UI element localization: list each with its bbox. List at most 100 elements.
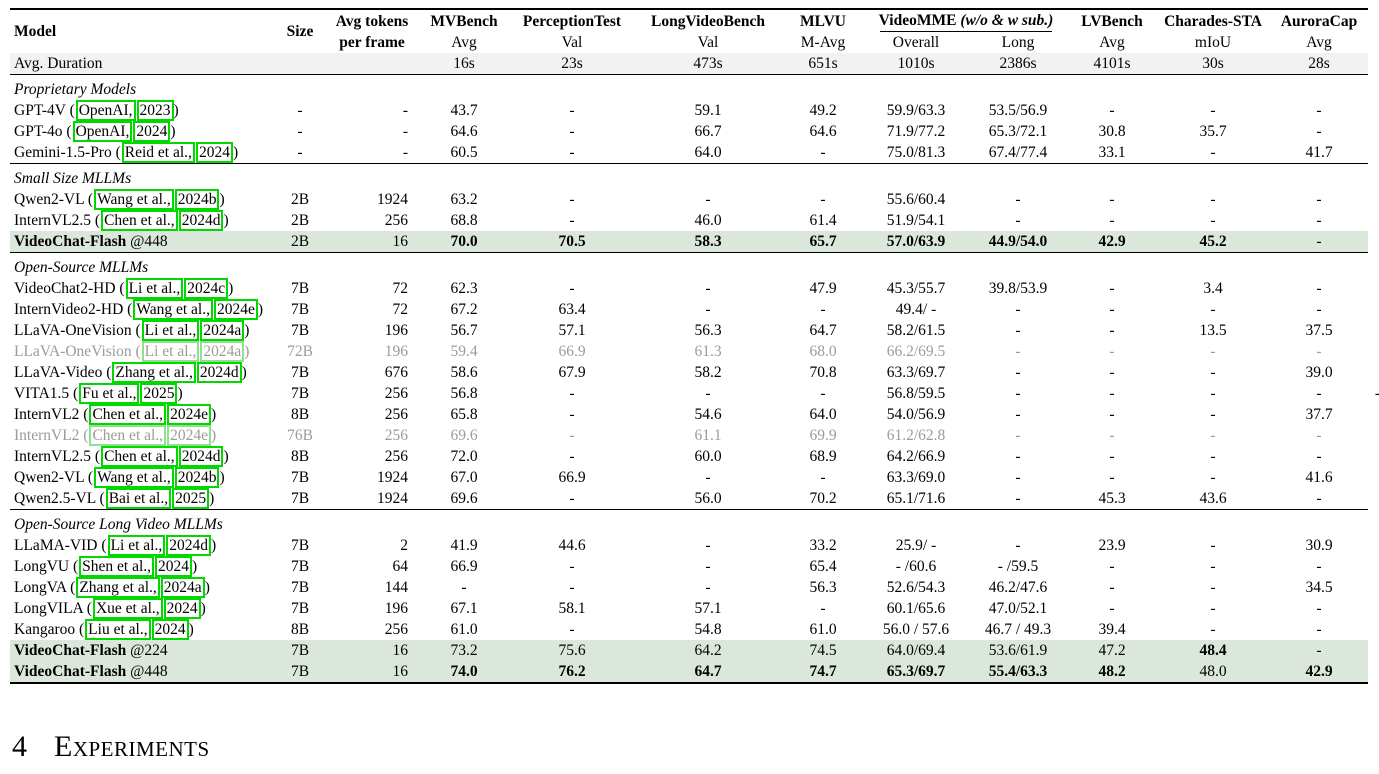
- model-name: InternVideo2-HD: [14, 301, 124, 318]
- model-row: Qwen2.5-VL (Bai et al., 2025) 7B 1924 69.6 - 5…: [10, 488, 1368, 510]
- value-cell: -: [1109, 406, 1115, 423]
- citation-authors-link[interactable]: Bai et al.,: [105, 488, 172, 509]
- model-row: LLaMA-VID (Li et al., 2024d) 7B 2 41.9 44.6 - 3…: [10, 535, 1368, 556]
- citation-authors-link[interactable]: Zhang et al.,: [76, 577, 160, 598]
- value-cell: 196: [384, 322, 408, 339]
- citation-authors-link[interactable]: Xue et al.,: [92, 598, 163, 619]
- model-cell: Qwen2-VL (Wang et al., 2024b): [14, 189, 225, 210]
- citation-authors-link[interactable]: Li et al.,: [125, 278, 184, 299]
- citation-year-link[interactable]: 2024e: [167, 404, 211, 425]
- citation-year-link[interactable]: 2024: [133, 121, 171, 142]
- citation-authors-link[interactable]: OpenAI,: [75, 100, 136, 121]
- citation-year-link[interactable]: 2024a: [200, 320, 245, 341]
- citation-authors-link[interactable]: Li et al.,: [141, 341, 200, 362]
- citation-authors-link[interactable]: OpenAI,: [72, 121, 133, 142]
- value-cell: 56.3: [694, 322, 722, 339]
- value-cell: 41.7: [1305, 144, 1333, 161]
- value-cell: 47.2: [1068, 640, 1157, 661]
- value-cell: -: [1015, 448, 1021, 465]
- citation-authors-link[interactable]: Zhang et al.,: [112, 362, 196, 383]
- section-row: Open-Source MLLMs: [10, 252, 1369, 278]
- value-cell: -: [402, 123, 408, 140]
- value-cell: -: [1316, 427, 1322, 444]
- value-cell: 44.9/54.0: [968, 231, 1069, 253]
- value-cell: -: [1210, 144, 1216, 161]
- citation-authors-link[interactable]: Fu et al.,: [79, 383, 140, 404]
- value-cell: 7B: [290, 558, 310, 575]
- value-cell: -: [1210, 469, 1216, 486]
- model-name: Qwen2.5-VL: [14, 490, 96, 507]
- citation-year-link[interactable]: 2024d: [178, 446, 224, 467]
- avg-duration-label: Avg. Duration: [10, 53, 418, 75]
- citation-year-link[interactable]: 2024e: [213, 299, 258, 320]
- model-name: VITA1.5: [14, 385, 70, 402]
- model-name: InternVL2.5: [14, 448, 92, 465]
- model-row: InternVL2 (Chen et al., 2024e) 8B 256 65.8 - 5…: [10, 404, 1368, 425]
- citation-authors-link[interactable]: Chen et al.,: [89, 404, 167, 425]
- model-cell: LLaVA-OneVision (Li et al., 2024a): [14, 341, 250, 362]
- citation-year-link[interactable]: 2024: [195, 142, 233, 163]
- citation-authors-link[interactable]: Wang et al.,: [94, 467, 174, 488]
- value-cell: 2B: [290, 191, 310, 208]
- avg-duration-value: 28s: [1270, 53, 1369, 75]
- citation-authors-link[interactable]: Wang et al.,: [133, 299, 213, 320]
- citation-year-link[interactable]: 2024a: [160, 577, 205, 598]
- value-cell: 44.6: [558, 537, 586, 554]
- avg-duration-value: 23s: [510, 53, 634, 75]
- citation-year-link[interactable]: 2024b: [174, 189, 220, 210]
- citation-year-link[interactable]: 2024d: [196, 362, 242, 383]
- value-cell: -: [1109, 280, 1115, 297]
- value-cell: 61.1: [694, 427, 722, 444]
- model-cell: VideoChat-Flash @448: [10, 231, 274, 253]
- citation-authors-link[interactable]: Liu et al.,: [85, 619, 151, 640]
- citation-year-link[interactable]: 2025: [140, 383, 178, 404]
- value-cell: 39.4: [1098, 621, 1126, 638]
- col-subheader-videomme-overall: Overall: [892, 34, 940, 51]
- citation-authors-link[interactable]: Chen et al.,: [101, 210, 178, 231]
- value-cell: 64.6: [450, 123, 478, 140]
- value-cell: 74.0: [418, 661, 510, 683]
- citation-authors-link[interactable]: Shen et al.,: [79, 556, 155, 577]
- value-cell: -: [297, 123, 303, 140]
- value-cell: 256: [384, 448, 408, 465]
- citation-authors-link[interactable]: Li et al.,: [141, 320, 200, 341]
- citation-year-link[interactable]: 2023: [136, 100, 174, 121]
- value-cell: -: [1316, 621, 1322, 638]
- value-cell: 70.5: [510, 231, 634, 253]
- citation-authors-link[interactable]: Wang et al.,: [94, 189, 174, 210]
- citation-year-link[interactable]: 2025: [172, 488, 210, 509]
- value-cell: 55.6/60.4: [886, 191, 946, 208]
- citation-authors-link[interactable]: Reid et al.,: [121, 142, 195, 163]
- col-subheader-perceptiontest: Val: [561, 34, 583, 51]
- value-cell: 45.3: [1098, 490, 1126, 507]
- model-row: LongVU (Shen et al., 2024) 7B 64 66.9 - - 65.4 -…: [10, 556, 1368, 577]
- citation-authors-link[interactable]: Chen et al.,: [101, 446, 178, 467]
- model-row: Qwen2-VL (Wang et al., 2024b) 2B 1924 63.2 - -…: [10, 189, 1368, 210]
- value-cell: 39.8/53.9: [988, 280, 1048, 297]
- value-cell: 72B: [287, 343, 313, 360]
- citation-year-link[interactable]: 2024b: [174, 467, 220, 488]
- citation-year-link[interactable]: 2024: [163, 598, 201, 619]
- citation-authors-link[interactable]: Chen et al.,: [89, 425, 167, 446]
- value-cell: -: [1015, 191, 1021, 208]
- citation-year-link[interactable]: 2024a: [200, 341, 245, 362]
- citation-year-link[interactable]: 2024: [155, 556, 193, 577]
- citation-authors-link[interactable]: Li et al.,: [107, 535, 166, 556]
- value-cell: 2B: [290, 212, 310, 229]
- value-cell: -: [1210, 600, 1216, 617]
- value-cell: 65.3/69.7: [864, 661, 968, 683]
- citation-year-link[interactable]: 2024: [151, 619, 189, 640]
- citation-year-link[interactable]: 2024d: [178, 210, 224, 231]
- value-cell: -: [569, 385, 575, 402]
- citation-year-link[interactable]: 2024e: [167, 425, 211, 446]
- value-cell: -: [1316, 212, 1322, 229]
- citation-year-link[interactable]: 2024c: [184, 278, 229, 299]
- citation-year-link[interactable]: 2024d: [166, 535, 211, 556]
- value-cell: -: [820, 191, 826, 208]
- value-cell: 64.0: [809, 406, 837, 423]
- value-cell: 74.5: [782, 640, 864, 661]
- value-cell: 67.9: [558, 364, 586, 381]
- value-cell: 67.0: [450, 469, 478, 486]
- col-header-size: Size: [286, 23, 314, 40]
- value-cell: 30.8: [1098, 123, 1126, 140]
